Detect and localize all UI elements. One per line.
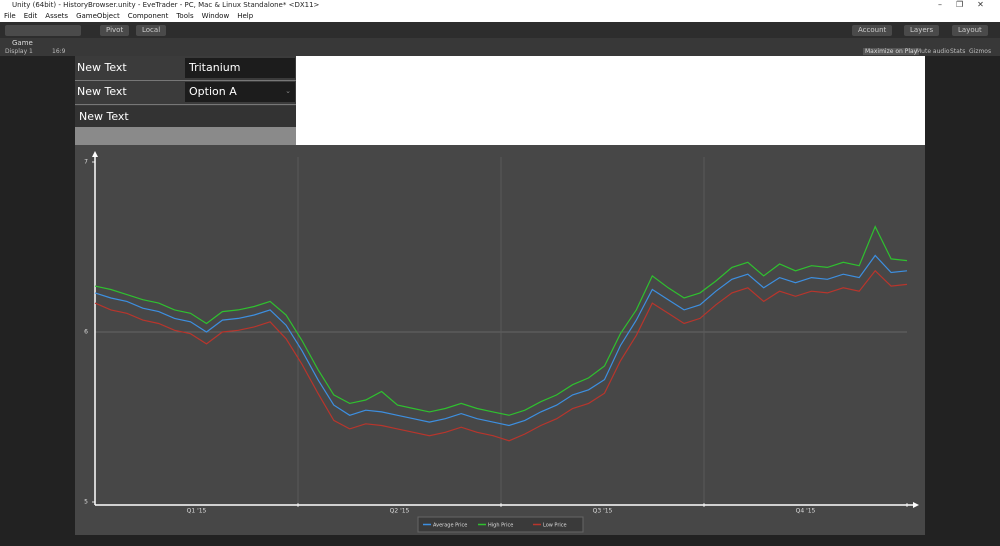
chart: 5 6 7 Q1 '15 Q2 '15 Q3 '15 Q4 '15 Average Price…	[75, 145, 925, 535]
input-text: Tritanium	[189, 61, 241, 74]
legend-label: Low Price	[543, 523, 567, 529]
menu-item[interactable]: Tools	[176, 12, 194, 20]
panel-fill	[75, 127, 296, 145]
game-tab[interactable]: Game	[12, 39, 33, 47]
local-button[interactable]: Local	[136, 25, 167, 36]
menu-item[interactable]: Edit	[23, 12, 38, 20]
x-tick-label: Q1 '15	[187, 508, 207, 515]
x-axis-arrow	[913, 502, 919, 508]
text-row: New Text	[75, 106, 296, 127]
legend-label: Average Price	[433, 523, 467, 529]
input-field[interactable]: Tritanium	[185, 58, 295, 78]
menu-item[interactable]: Help	[237, 12, 254, 20]
menu-item[interactable]: Component	[127, 12, 169, 20]
dropdown-text: Option A	[189, 85, 237, 98]
mute-toggle[interactable]: Mute audio	[916, 48, 950, 55]
menu-item[interactable]: Assets	[45, 12, 69, 20]
menu-bar: File Edit Assets GameObject Component Tools Wi…	[0, 11, 1000, 22]
menu-item[interactable]: GameObject	[76, 12, 120, 20]
ui-panel: New Text Tritanium New Text Option A ⌄ N…	[75, 56, 296, 145]
legend-box	[417, 516, 584, 533]
account-button[interactable]: Account	[852, 25, 893, 36]
x-tick-label: Q4 '15	[796, 508, 816, 515]
x-tick-label: Q2 '15	[390, 508, 410, 515]
y-tick-label: 7	[84, 159, 88, 166]
y-tick-label: 5	[84, 499, 88, 506]
legend-label: High Price	[488, 523, 513, 529]
y-tick-label: 6	[84, 329, 88, 336]
chart-background	[75, 145, 925, 535]
x-tick-label: Q3 '15	[593, 508, 613, 515]
menu-item[interactable]: File	[4, 12, 16, 20]
layout-button[interactable]: Layout	[952, 25, 988, 36]
transform-tools[interactable]	[5, 25, 81, 36]
divider	[75, 104, 296, 105]
stats-toggle[interactable]: Stats	[950, 48, 966, 55]
price-line	[94, 254, 908, 427]
aspect-select[interactable]: 16:9	[52, 48, 66, 55]
window-controls[interactable]: –❐✕	[938, 0, 998, 9]
pivot-button[interactable]: Pivot	[100, 25, 130, 36]
toolbar: Pivot Local Account Layers Layout	[0, 22, 1000, 38]
title-bar: Unity (64bit) - HistoryBrowser.unity - E…	[0, 0, 1000, 11]
row-label: New Text	[77, 85, 127, 98]
menu-item[interactable]: Window	[201, 12, 230, 20]
price-line	[94, 269, 908, 442]
divider	[75, 80, 296, 81]
dropdown[interactable]: Option A ⌄	[185, 82, 295, 102]
layers-button[interactable]: Layers	[904, 25, 940, 36]
window-title: Unity (64bit) - HistoryBrowser.unity - E…	[12, 1, 320, 9]
row-label: New Text	[79, 110, 129, 123]
game-background	[296, 56, 925, 145]
display-select[interactable]: Display 1	[5, 48, 33, 55]
dropdown-arrow: ⌄	[285, 87, 291, 95]
price-line	[94, 225, 908, 416]
gizmos-toggle[interactable]: Gizmos	[969, 48, 992, 55]
y-axis-arrow	[92, 151, 98, 157]
row-label: New Text	[77, 61, 127, 74]
maximize-toggle[interactable]: Maximize on Play	[863, 48, 920, 55]
game-tab-bar: Game Display 1 16:9 Maximize on Play Mut…	[0, 38, 1000, 56]
